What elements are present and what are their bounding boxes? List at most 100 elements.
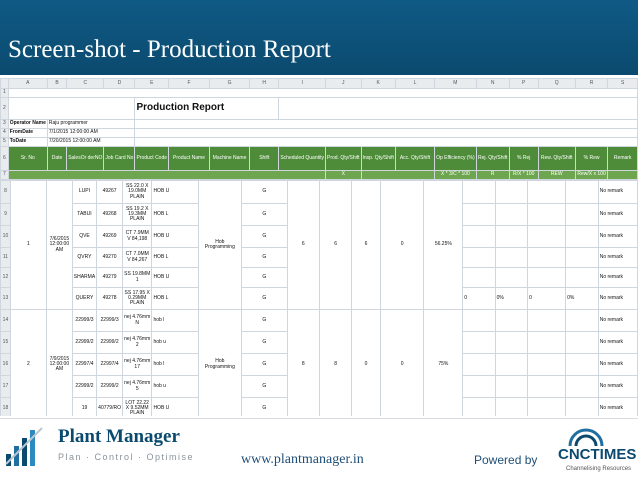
col-letter[interactable]: A: [7, 78, 48, 89]
remark-cell[interactable]: No remark: [597, 247, 638, 268]
pct-rew-cell[interactable]: [565, 375, 599, 398]
col-letter[interactable]: K: [360, 78, 396, 89]
pct-rej-cell[interactable]: [494, 203, 529, 226]
product-code-cell[interactable]: nej 4.76mm 2: [121, 331, 153, 354]
row-number[interactable]: 6: [0, 146, 9, 171]
job-card-cell[interactable]: 49270: [96, 247, 123, 268]
rew-qty-cell[interactable]: [527, 353, 567, 376]
product-code-cell[interactable]: nej 4.76mm 5: [121, 375, 153, 398]
col-letter[interactable]: C: [66, 78, 105, 89]
sales-order-cell[interactable]: LUPI: [71, 180, 98, 204]
sales-order-cell[interactable]: QVRY: [71, 247, 98, 268]
shift-cell[interactable]: G: [241, 225, 288, 248]
row-number[interactable]: 9: [0, 203, 11, 226]
empty-cell[interactable]: [7, 97, 136, 120]
pct-rew-cell[interactable]: [565, 397, 599, 416]
job-card-cell[interactable]: 49268: [96, 203, 123, 226]
row-number[interactable]: 15: [0, 331, 11, 354]
website-link[interactable]: www.plantmanager.in: [241, 452, 364, 467]
header-cell[interactable]: Product Name: [168, 146, 211, 171]
col-letter[interactable]: F: [168, 78, 211, 89]
prod-qty-cell[interactable]: 8: [318, 309, 353, 416]
formula-cell[interactable]: Rew/X x 100: [574, 170, 609, 180]
job-card-cell[interactable]: 49269: [96, 225, 123, 248]
shift-cell[interactable]: G: [241, 397, 288, 416]
job-card-cell[interactable]: 22999/2: [96, 331, 123, 354]
empty-cell[interactable]: [360, 170, 436, 180]
product-name-cell[interactable]: HOB U: [151, 267, 199, 288]
rew-qty-cell[interactable]: [527, 331, 567, 354]
report-title[interactable]: Production Report: [134, 97, 280, 120]
pct-rew-cell[interactable]: 0%: [565, 287, 599, 310]
pct-rej-cell[interactable]: 0%: [494, 287, 529, 310]
job-card-cell[interactable]: 22999/3: [96, 309, 123, 332]
job-card-cell[interactable]: 49278: [96, 287, 123, 310]
sales-order-cell[interactable]: SHARMA: [71, 267, 98, 288]
header-cell[interactable]: Sr. No: [7, 146, 48, 171]
pct-rew-cell[interactable]: [565, 267, 599, 288]
col-letter[interactable]: I: [278, 78, 326, 89]
row-number[interactable]: 12: [0, 267, 11, 288]
formula-cell[interactable]: REW: [537, 170, 576, 180]
machine-name-cell[interactable]: Hob Programming: [197, 180, 243, 310]
pct-rew-cell[interactable]: [565, 180, 599, 204]
from-value[interactable]: 7/1/2015 12:00:00 AM: [46, 128, 136, 138]
to-value[interactable]: 7/20/2015 12:00:00 AM: [46, 137, 136, 147]
remark-cell[interactable]: No remark: [597, 287, 638, 310]
product-name-cell[interactable]: HOB L: [151, 247, 199, 268]
remark-cell[interactable]: No remark: [597, 309, 638, 332]
remark-cell[interactable]: No remark: [597, 353, 638, 376]
header-cell[interactable]: Acc. Qty/Shift: [394, 146, 436, 171]
pct-rej-cell[interactable]: [494, 353, 529, 376]
to-label[interactable]: ToDate: [7, 137, 48, 147]
product-code-cell[interactable]: LOT 22.22 X 9.52MM PLAIN: [121, 397, 153, 416]
col-letter[interactable]: J: [324, 78, 362, 89]
header-cell[interactable]: Machine Name: [209, 146, 251, 171]
pct-rej-cell[interactable]: [494, 225, 529, 248]
sales-order-cell[interactable]: 22999/2: [71, 331, 98, 354]
rew-qty-cell[interactable]: [527, 225, 567, 248]
header-cell[interactable]: Op Efficiency (%): [434, 146, 477, 171]
pct-rej-cell[interactable]: [494, 331, 529, 354]
shift-cell[interactable]: G: [241, 203, 288, 226]
pct-rew-cell[interactable]: [565, 309, 599, 332]
header-cell[interactable]: % Rej: [508, 146, 539, 171]
insp-qty-cell[interactable]: 6: [351, 180, 381, 310]
remark-cell[interactable]: No remark: [597, 267, 638, 288]
rej-qty-cell[interactable]: [462, 225, 496, 248]
remark-cell[interactable]: No remark: [597, 180, 638, 204]
rew-qty-cell[interactable]: [527, 203, 567, 226]
row-number[interactable]: 13: [0, 287, 11, 310]
shift-cell[interactable]: G: [241, 180, 288, 204]
rej-qty-cell[interactable]: [462, 203, 496, 226]
prod-qty-cell[interactable]: 6: [318, 180, 353, 310]
job-card-cell[interactable]: 22999/2: [96, 375, 123, 398]
product-name-cell[interactable]: hob l: [151, 309, 199, 332]
header-cell[interactable]: Date: [46, 146, 68, 171]
header-cell[interactable]: Shift: [249, 146, 280, 171]
row-number[interactable]: 10: [0, 225, 11, 248]
product-code-cell[interactable]: SS 17.95 X 0.29MM PLAIN: [121, 287, 153, 310]
rew-qty-cell[interactable]: [527, 180, 567, 204]
sales-order-cell[interactable]: 22999/3: [71, 309, 98, 332]
operator-label[interactable]: Operator Name: [7, 119, 48, 129]
row-number[interactable]: 11: [0, 247, 11, 268]
empty-cell[interactable]: [7, 88, 638, 98]
rew-qty-cell[interactable]: [527, 267, 567, 288]
col-letter[interactable]: L: [394, 78, 436, 89]
acc-qty-cell[interactable]: 0: [379, 309, 425, 416]
rej-qty-cell[interactable]: [462, 267, 496, 288]
formula-cell[interactable]: R: [475, 170, 510, 180]
product-name-cell[interactable]: HOB U: [151, 397, 199, 416]
product-code-cell[interactable]: nej 4.76mm N: [121, 309, 153, 332]
pct-rew-cell[interactable]: [565, 331, 599, 354]
sales-order-cell[interactable]: QVE: [71, 225, 98, 248]
rew-qty-cell[interactable]: [527, 397, 567, 416]
rej-qty-cell[interactable]: [462, 353, 496, 376]
formula-cell[interactable]: X: [324, 170, 362, 180]
pct-rew-cell[interactable]: [565, 203, 599, 226]
efficiency-cell[interactable]: 75%: [423, 309, 464, 416]
shift-cell[interactable]: G: [241, 375, 288, 398]
sales-order-cell[interactable]: QUERY: [71, 287, 98, 310]
sales-order-cell[interactable]: TABUI: [71, 203, 98, 226]
